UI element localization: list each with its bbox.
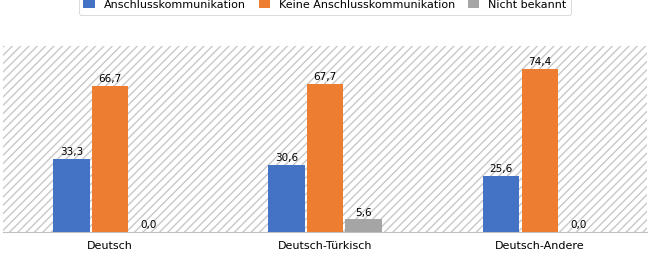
Text: 5,6: 5,6 (356, 208, 372, 217)
Text: 25,6: 25,6 (489, 164, 513, 174)
Text: 74,4: 74,4 (528, 57, 551, 67)
Bar (345, 219, 382, 231)
Text: 33,3: 33,3 (60, 147, 83, 157)
Text: 0,0: 0,0 (140, 220, 157, 230)
Bar (53, 159, 90, 231)
Bar (268, 165, 305, 231)
Bar (92, 86, 129, 231)
Bar (307, 84, 343, 231)
Text: 67,7: 67,7 (313, 72, 337, 82)
Text: 0,0: 0,0 (570, 220, 587, 230)
Text: 66,7: 66,7 (99, 74, 122, 84)
Bar (483, 176, 519, 231)
Bar (521, 69, 558, 231)
Text: 30,6: 30,6 (275, 153, 298, 163)
Legend: Anschlusskommunikation, Keine Anschlusskommunikation, Nicht bekannt: Anschlusskommunikation, Keine Anschlussk… (79, 0, 571, 14)
